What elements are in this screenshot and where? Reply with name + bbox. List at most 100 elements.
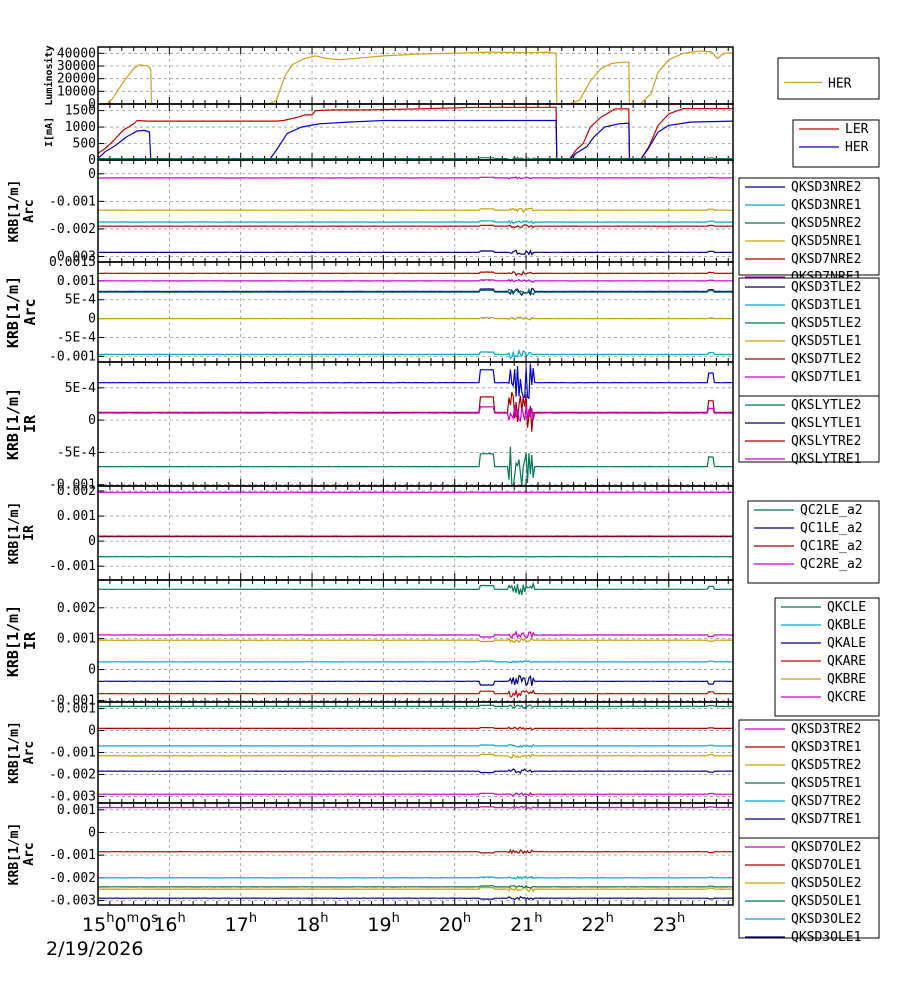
x-tick-label: 17h [225,911,257,936]
y-tick-label: -0.002 [49,767,96,782]
legend-label: LER [845,122,869,137]
series-QKSD5OLE1 [98,884,733,889]
y-axis-label: KRB[1/m] [4,276,22,348]
legend-label: QKSD3TRE2 [791,722,861,737]
legend-label: HER [828,77,852,92]
legend-label: QKSD3NRE1 [791,198,861,213]
series-QKSD5TRE2 [98,753,733,759]
legend-label: QKCRE [827,690,866,705]
legend-label: QKSD5TRE2 [791,758,861,773]
y-tick-label: -0.003 [49,893,96,908]
legend-box [774,597,880,717]
y-axis-label: Luminosity [43,45,55,105]
x-tick-unit: h [106,911,114,926]
panel-ksd_ole: 0.001 0 -0.001 -0.002 -0.003 KRB[1/m] Arc [7,802,734,908]
date-label: 2/19/2026 [46,938,143,960]
legend-ksly: QKSLYTLE2 QKSLYTLE1 QKSLYTRE2 QKSLYTRE1 [738,395,880,467]
y-tick-label: -0.001 [49,848,96,863]
legend-label: QKSD3OLE2 [791,912,861,927]
x-tick-unit: h [178,911,186,926]
y-tick-label: -0.002 [49,222,96,237]
series-QKSLYTRE1 [97,404,733,423]
legend-label: QKSD5TRE1 [791,776,861,791]
x-tick-minutes: 0 [139,914,151,936]
y-tick-label: 0.002 [57,484,96,499]
y-tick-label: 0.001 [57,702,96,717]
series-QKSLYTLE1 [97,363,734,400]
legend-label: QKSD7TLE1 [791,370,861,385]
legend-label: QKSD7TRE2 [791,794,861,809]
series-QKSD3NRE1 [97,219,733,225]
legend-label: QKSD7TLE2 [791,352,861,367]
legend-box [792,119,880,168]
y-tick-label: -0.001 [49,746,96,761]
series-QKSD7NRE1 [98,176,733,180]
y-tick-label: 1000 [65,120,96,135]
legend-label: QKARE [827,654,866,669]
y-tick-label: 0 [88,312,96,327]
y-tick-label: -0.001 [49,693,96,708]
y-axis-label: Arc [21,298,39,325]
series-QKSD5NRE1 [97,207,734,214]
y-axis-label: IR [21,414,39,433]
y-axis-label: IR [21,631,39,650]
series-QKSD3TLE2 [97,287,734,297]
legend-label: QKSD3TRE1 [791,740,861,755]
x-tick-unit: m [127,911,140,926]
y-tick-label: 1500 [65,104,96,119]
series-QKSD5TRE1 [97,704,734,709]
series-QKSD5OLE2 [97,885,733,893]
x-tick-unit: h [534,911,542,926]
series-QKSD3TLE1 [97,348,734,360]
y-tick-label: 0.001 [57,274,96,289]
legend-box [747,500,880,584]
legend-label: QKSD3TLE2 [791,280,861,295]
legend-label: QKSD7OLE1 [791,858,861,873]
legend-ksd_nre: QKSD3NRE2 QKSD3NRE1 QKSD5NRE2 QKSD5NRE1 QKSD… [738,177,880,285]
legend-label: QKSD3TLE1 [791,298,861,313]
x-tick-label: 16h [153,911,185,936]
legend-box [738,837,880,939]
y-tick-label: 0.002 [57,601,96,616]
y-axis-label: KRB[1/m] [7,721,22,784]
y-tick-label: 0 [88,825,96,840]
x-tick-hour: 19 [367,914,391,936]
legend-label: QKSLYTRE1 [791,452,861,467]
series-HER [98,50,734,105]
series-QKSD5TLE2 [98,287,734,296]
series-QKSD3TRE2 [97,791,734,797]
legend-current: LER HER [792,119,880,168]
legend-label: QC1LE_a2 [800,521,863,536]
y-tick-label: 0.001 [57,509,96,524]
legend-label: QKBRE [827,672,866,687]
x-tick-label: 15h0m0s [82,911,158,936]
series-QKCLE [98,581,734,596]
x-tick-hour: 23 [653,914,677,936]
legend-ksd_ole: QKSD7OLE2 QKSD7OLE1 QKSD5OLE2 QKSD5OLE1 QKSD… [738,837,880,945]
series-QKSD3NRE2 [97,249,734,256]
legend-label: QKSD7OLE2 [791,840,861,855]
panel-ksly: 5E-4 0 -5E-4 -0.001 KRB[1/m] IR [4,361,734,493]
legend-label: QKSD5TLE1 [791,334,861,349]
legend-label: QKSD5OLE2 [791,876,861,891]
y-tick-label: 0 [88,724,96,739]
y-tick-label: -0.003 [49,789,96,804]
legend-qk: QKCLE QKBLE QKALE QKARE QKBRE QKCRE [774,597,880,717]
legend-box [738,395,880,463]
legend-label: QKBLE [827,618,866,633]
series-QKSD7TLE2 [97,270,734,277]
series-QKSD3TRE1 [98,726,733,731]
y-tick-label: 0 [88,413,96,428]
x-tick-hour: 18 [296,914,320,936]
panel-qc: 0.002 0.001 0 -0.001 KRB[1/m] IR [7,484,734,581]
series-QKSD7NRE2 [97,224,733,229]
legend-luminosity: HER [777,57,880,100]
y-tick-label: 10000 [57,84,96,99]
legend-label: QKSD3NRE2 [791,180,861,195]
x-tick-unit: h [320,911,328,926]
y-tick-label: -0.001 [49,559,96,574]
panel-frame [97,361,734,487]
